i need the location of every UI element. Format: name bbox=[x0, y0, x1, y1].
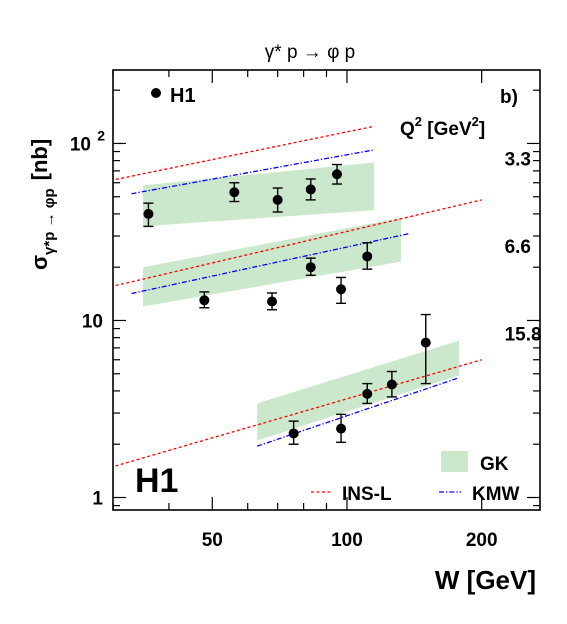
panel-label: b) bbox=[500, 87, 518, 108]
h1-marker bbox=[305, 262, 316, 273]
h1-collab-logo: H1 bbox=[135, 462, 178, 500]
h1-data-point bbox=[143, 202, 154, 228]
x-axis-label: W [GeV] bbox=[435, 565, 536, 595]
gk-band-q2-15.8 bbox=[257, 340, 460, 441]
h1-data-point bbox=[336, 413, 347, 444]
q2-label-3.3: 3.3 bbox=[505, 150, 531, 171]
h1-marker bbox=[267, 296, 278, 307]
q2-value-labels: 3.3 6.6 15.8 bbox=[505, 150, 542, 346]
h1-data-point bbox=[199, 291, 210, 309]
h1-marker bbox=[362, 388, 373, 399]
h1-data-point bbox=[288, 420, 299, 445]
legend-kmw-label: KMW bbox=[472, 484, 520, 505]
h1-marker bbox=[229, 187, 240, 198]
h1-data-point bbox=[336, 276, 347, 305]
h1-data-point bbox=[267, 292, 278, 311]
gk-band-q2-6.6 bbox=[142, 217, 401, 307]
h1-marker bbox=[332, 169, 343, 180]
legend-insl-label: INS-L bbox=[342, 484, 392, 505]
h1-data-point bbox=[420, 313, 431, 385]
chart-title: γ* p → φ p bbox=[265, 42, 355, 63]
axis-ticks: 50 100 200 1 10 10 2 bbox=[70, 70, 540, 551]
x-tick-label: 50 bbox=[202, 530, 223, 551]
h1-marker bbox=[272, 194, 283, 205]
legend-gk-swatch bbox=[441, 451, 468, 472]
h1-marker bbox=[336, 423, 347, 434]
kmw-line-q2-6.6 bbox=[131, 232, 410, 295]
h1-marker bbox=[386, 379, 397, 390]
h1-marker bbox=[420, 337, 431, 348]
plot-area bbox=[113, 125, 482, 468]
h1-data-point bbox=[362, 382, 373, 405]
gk-bands bbox=[142, 162, 460, 441]
h1-data-point bbox=[386, 370, 397, 398]
legend-h1-label: H1 bbox=[170, 85, 196, 107]
h1-data-points bbox=[143, 163, 431, 445]
h1-data-point bbox=[305, 178, 316, 201]
y-tick-label: 1 bbox=[92, 489, 103, 510]
y-tick-label: 10 bbox=[70, 134, 91, 155]
y-axis-label: σγ*p → φp[nb] bbox=[27, 139, 58, 270]
h1-marker bbox=[362, 251, 373, 262]
insl-line-q2-3.3 bbox=[113, 125, 375, 181]
h1-marker bbox=[199, 295, 210, 306]
gk-band-q2-3.3 bbox=[142, 162, 375, 227]
q2-header: Q2 [GeV2] bbox=[400, 114, 485, 140]
h1-data-point bbox=[362, 242, 373, 270]
h1-data-point bbox=[332, 163, 343, 185]
h1-data-point bbox=[305, 257, 316, 276]
h1-marker bbox=[288, 428, 299, 439]
h1-marker bbox=[305, 184, 316, 195]
h1-marker bbox=[336, 284, 347, 295]
x-tick-label: 100 bbox=[331, 530, 363, 551]
y-tick-label: 10 bbox=[82, 311, 103, 332]
legend-gk-label: GK bbox=[480, 454, 509, 475]
legend-h1-marker bbox=[151, 88, 161, 98]
h1-data-point bbox=[229, 182, 240, 203]
q2-label-6.6: 6.6 bbox=[505, 237, 531, 258]
insl-line-q2-6.6 bbox=[113, 199, 482, 287]
q2-label-15.8: 15.8 bbox=[505, 325, 542, 346]
h1-marker bbox=[143, 208, 154, 219]
x-tick-label: 200 bbox=[466, 530, 498, 551]
insl-line-q2-15.8 bbox=[113, 359, 482, 468]
h1-data-point bbox=[272, 187, 283, 213]
y-tick-label-exponent: 2 bbox=[97, 127, 105, 143]
